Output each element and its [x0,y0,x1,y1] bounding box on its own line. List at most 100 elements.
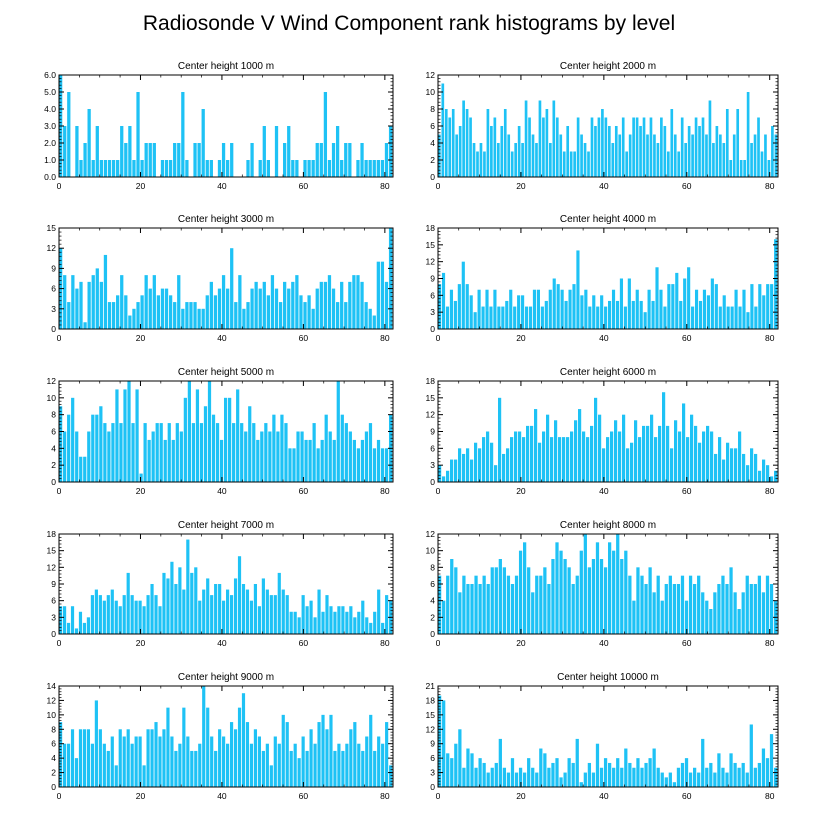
bar [345,743,349,787]
y-tick-label: 12 [47,695,57,705]
bar [708,100,712,177]
bar [380,160,385,177]
bar [253,729,258,787]
bar [770,284,774,329]
bar [226,589,230,634]
bar [95,126,99,177]
bar [546,414,550,482]
panel-9: Center height 9000 m 0 2 4 6 8 10 12 14 0 20 40 60 80 [47,672,394,801]
bar [323,281,328,329]
bar [438,134,441,177]
bar [67,414,71,482]
bar [528,306,533,329]
bar [313,617,317,634]
bar [710,278,714,329]
bar [671,284,675,329]
x-tick-label: 20 [136,486,146,496]
bar [632,767,636,787]
bar [697,575,701,634]
bar [647,289,651,329]
y-tick-label: 15 [426,710,436,720]
bar [686,437,690,482]
bar [466,448,470,482]
bar [726,306,730,329]
bar [765,575,770,634]
bar [175,423,179,482]
bar [206,707,210,787]
bar [521,143,524,177]
y-tick-label: 12 [426,529,436,539]
bar [130,743,134,787]
bar [309,600,313,634]
bar [517,295,521,329]
bar [95,414,99,482]
bar [331,288,336,329]
bar [134,736,138,787]
bar [713,592,717,634]
bar [664,777,668,787]
bar [166,578,170,634]
bar [494,465,498,482]
bar [356,448,360,482]
bar [291,281,295,329]
bar [458,126,462,177]
bar [518,767,523,787]
bar [584,289,588,329]
bar [498,559,502,634]
bar [261,750,265,787]
panel-3: Center height 3000 m 0 3 6 9 12 15 0 20 40 60 80 [47,214,394,343]
bar [579,782,583,787]
bar [521,295,525,329]
bar [381,743,385,787]
bar [660,117,663,177]
bar [518,431,522,482]
bar [680,762,685,787]
bar [236,389,240,482]
bar [120,275,124,329]
bar [198,600,202,634]
bar [228,397,232,482]
bar [616,758,620,787]
bar [646,134,649,177]
bar [536,289,540,329]
bar [586,437,590,482]
bar [103,160,108,177]
bar [248,406,252,482]
x-tick-label: 80 [380,486,390,496]
bar [636,758,640,787]
bar [285,722,289,787]
bar [571,762,575,787]
bar [753,767,757,787]
bar [624,748,628,787]
bar [62,743,67,787]
bar [261,578,265,634]
bar [502,767,507,787]
panel-title: Center height 7000 m [178,520,274,531]
bar [116,295,120,329]
bar [738,431,742,482]
bar [67,302,71,329]
bar [628,575,632,634]
bar [729,567,733,634]
bar [603,567,608,634]
bar [619,278,624,329]
panel-title: Center height 2000 m [560,61,656,72]
bar [340,160,344,177]
bar [587,567,592,634]
y-tick-label: 12 [426,724,436,734]
panel-title: Center height 1000 m [178,61,274,72]
bar [168,160,173,177]
bar [474,442,478,482]
bar [197,308,201,329]
bar [381,622,385,634]
bar [148,143,152,177]
bar [357,611,361,634]
bar [364,302,368,329]
bar [598,414,602,482]
bar [600,295,604,329]
bar [575,575,579,634]
x-tick-label: 0 [57,333,62,343]
bar [773,767,778,787]
bar [580,295,584,329]
bar [698,126,701,177]
